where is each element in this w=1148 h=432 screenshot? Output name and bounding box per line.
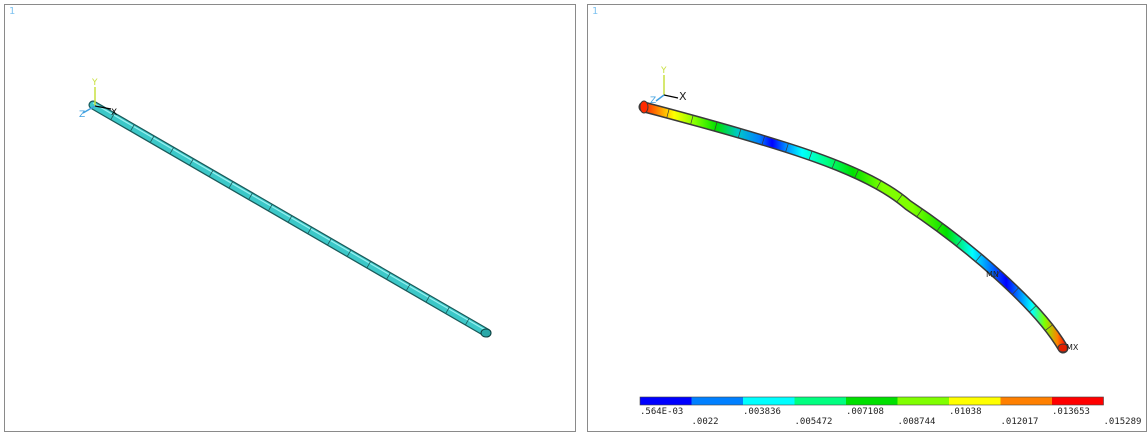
triad-z-label: Z	[650, 96, 656, 106]
contour-legend: .564E-03 .0022 .003836 .005472 .007108 .00874…	[639, 396, 1142, 427]
legend-swatch	[1000, 397, 1052, 405]
coordinate-triad: Y X Z	[79, 78, 117, 120]
window-number: 1	[9, 6, 16, 17]
legend-label: .012017	[1001, 417, 1039, 427]
legend-swatch	[897, 397, 949, 405]
coordinate-triad: Y X Z	[650, 66, 687, 106]
legend-swatch	[846, 397, 898, 405]
legend-label: .01038	[949, 407, 982, 417]
legend-label: .564E-03	[640, 407, 683, 417]
legend-swatch	[743, 397, 795, 405]
triad-x-label: X	[111, 108, 117, 118]
triad-y-label: Y	[91, 78, 98, 88]
legend-label: .015289	[1104, 417, 1142, 427]
legend-label: .013653	[1052, 407, 1090, 417]
legend-label: .008744	[898, 417, 936, 427]
legend-label: .005472	[795, 417, 833, 427]
undeformed-beam	[88, 100, 492, 338]
max-marker: MX	[1066, 343, 1079, 352]
min-marker: MN	[986, 270, 999, 279]
window-number: 1	[592, 6, 599, 17]
triad-y-label: Y	[660, 66, 667, 76]
legend-swatch	[794, 397, 846, 405]
triad-z-label: Z	[79, 110, 85, 120]
triad-x-label: X	[679, 90, 687, 103]
legend-swatch	[949, 397, 1001, 405]
legend-label: .003836	[743, 407, 781, 417]
legend-label: .0022	[692, 417, 719, 427]
viewport-left[interactable]: 1 Y X Z	[4, 4, 576, 432]
viewport-right[interactable]: 1	[587, 4, 1147, 432]
legend-swatch	[640, 397, 692, 405]
legend-swatch	[1052, 397, 1104, 405]
right-graphics: MN MX Y X Z .564E-03 .0022 .003836 .005472.…	[638, 66, 1142, 427]
deformed-beam	[638, 100, 1069, 354]
left-graphics: Y X Z	[79, 78, 492, 338]
legend-swatch	[691, 397, 743, 405]
legend-label: .007108	[846, 407, 884, 417]
